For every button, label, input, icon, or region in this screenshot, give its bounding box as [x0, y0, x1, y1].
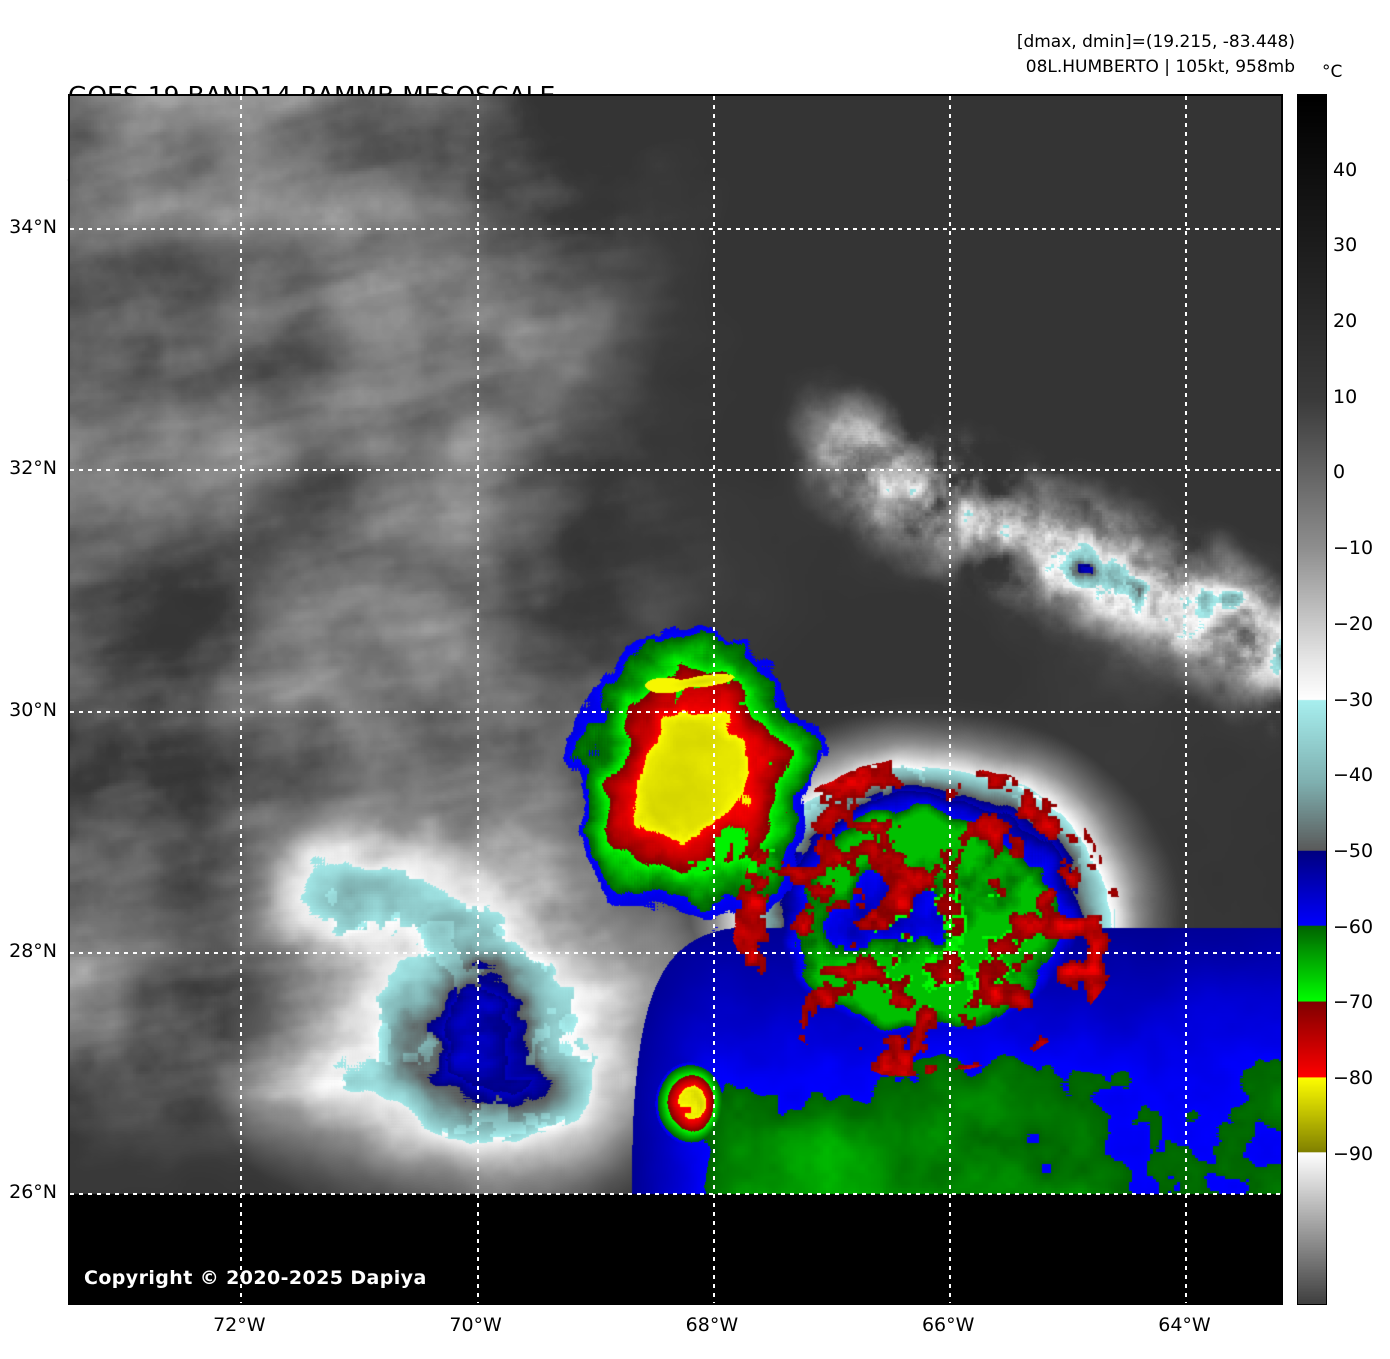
lat-tick-label: 32°N	[9, 457, 57, 480]
colorbar-tick-label: −10	[1333, 537, 1374, 560]
colorbar-gradient	[1297, 94, 1327, 1305]
lon-tick-label: 70°W	[449, 1314, 502, 1336]
lon-tick-label: 68°W	[685, 1314, 739, 1336]
colorbar-tick-label: 40	[1333, 158, 1358, 181]
colorbar-tick-label: −60	[1333, 915, 1374, 938]
lon-tick-label: 66°W	[921, 1314, 975, 1336]
colorbar-tick-label: 10	[1333, 385, 1358, 408]
colorbar-tick-label: 30	[1333, 234, 1358, 257]
lat-tick-label: 34°N	[9, 215, 57, 238]
copyright-label: Copyright © 2020-2025 Dapiya	[84, 1267, 427, 1289]
colorbar-tick-label: −50	[1333, 839, 1374, 862]
lon-tick-label: 64°W	[1158, 1314, 1211, 1336]
colorbar-unit-label: °C	[1322, 62, 1343, 82]
lat-tick-label: 28°N	[9, 939, 57, 962]
satellite-imagery-canvas	[70, 96, 1281, 1303]
data-minmax-label: [dmax, dmin]=(19.215, -83.448)	[1016, 32, 1295, 52]
lat-tick-label: 26°N	[9, 1181, 57, 1204]
colorbar-tick-label: −70	[1333, 991, 1374, 1014]
colorbar-tick-label: −30	[1333, 688, 1374, 711]
colorbar-tick-label: −80	[1333, 1066, 1374, 1089]
colorbar-tick-label: 20	[1333, 310, 1358, 333]
colorbar-tick-label: −20	[1333, 612, 1374, 635]
temperature-colorbar: 40 30 20 10 0 −10 −20 −30 −40 −50 −60 −70 −80 −90	[1297, 94, 1373, 1305]
lon-tick-label: 72°W	[213, 1314, 266, 1336]
colorbar-tick-label: −90	[1333, 1142, 1374, 1165]
colorbar-tick-label: −40	[1333, 764, 1374, 787]
storm-info-label: 08L.HUMBERTO | 105kt, 958mb	[1025, 57, 1295, 77]
colorbar-tick-label: 0	[1333, 461, 1346, 484]
satellite-image-plot: Copyright © 2020-2025 Dapiya	[68, 94, 1283, 1305]
header-metadata-block: [dmax, dmin]=(19.215, -83.448) 08L.HUMBE…	[1017, 30, 1295, 80]
lat-tick-label: 30°N	[9, 698, 57, 721]
